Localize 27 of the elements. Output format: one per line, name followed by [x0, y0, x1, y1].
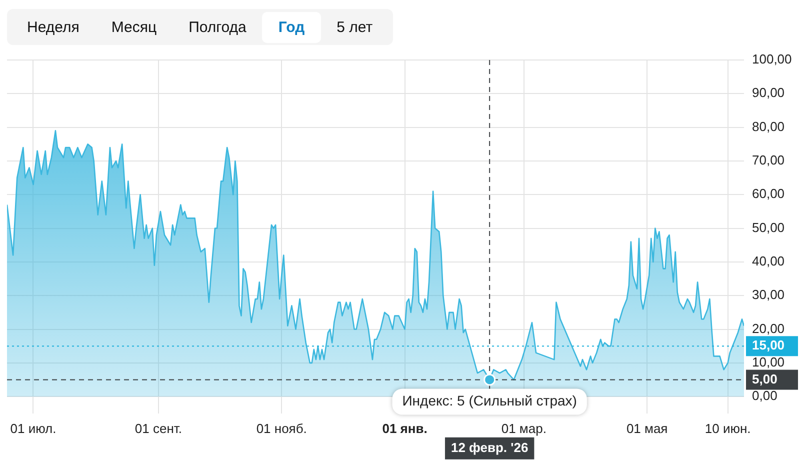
y-tick-label: 60,00: [752, 186, 785, 202]
text: Полгода: [188, 18, 248, 38]
y-tick-label: 40,00: [752, 254, 785, 269]
y-tick-label: 30,00: [752, 287, 785, 302]
y-tick-label: 50,00: [752, 220, 785, 235]
text: Год: [262, 12, 321, 42]
text: Месяц: [110, 18, 158, 38]
x-tick-label: 10 июн.: [704, 420, 751, 436]
text: 5 лет: [336, 18, 374, 38]
annotation: Индекс: 5 (Сильный страх): [402, 392, 577, 409]
y-tick-label: 90,00: [752, 85, 785, 100]
ref-line-label: 5,00: [752, 371, 778, 386]
y-tick-label: 70,00: [752, 152, 785, 168]
x-tick-label: 01 июл.: [10, 420, 56, 436]
x-tick-label: 01 сент.: [134, 420, 182, 436]
y-tick-label: 20,00: [752, 320, 785, 336]
ref-line-label: 15,00: [752, 338, 785, 353]
x-tick-label: 01 нояб.: [256, 420, 307, 436]
y-tick-label: 80,00: [752, 118, 785, 134]
x-tick-label: 01 мая: [626, 420, 668, 436]
x-tick-label: 01 янв.: [382, 420, 428, 436]
y-tick-label: 100,00: [752, 52, 792, 67]
y-tick-label: 0,00: [752, 388, 778, 404]
text: Неделя: [26, 18, 80, 38]
ref-line-label: 12 февр. '26: [450, 440, 528, 455]
y-tick-label: 10,00: [752, 354, 785, 370]
x-tick-label: 01 мар.: [501, 420, 546, 436]
